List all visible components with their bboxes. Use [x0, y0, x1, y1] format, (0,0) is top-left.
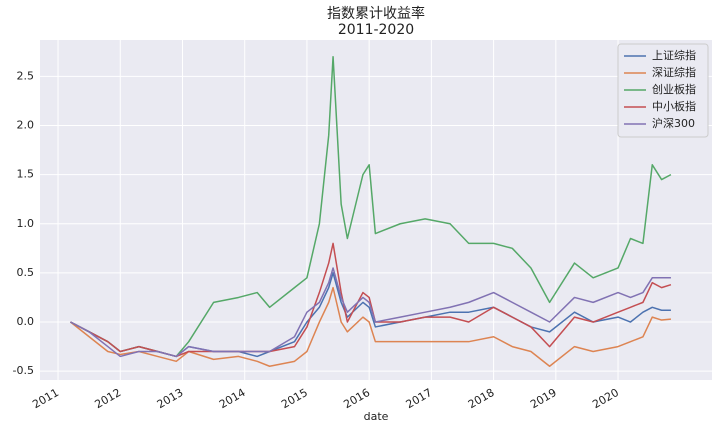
chart-subtitle: 2011-2020: [338, 22, 414, 38]
line: [70, 286, 672, 367]
x-tick-label: 2015: [279, 386, 310, 411]
plot-area: [40, 40, 712, 380]
x-axis-label: date: [364, 410, 389, 423]
x-tick-label: 2017: [404, 386, 435, 411]
y-tick-label: -0.5: [13, 364, 34, 377]
legend-label: 创业板指: [652, 82, 696, 96]
legend-label: 沪深300: [652, 116, 695, 130]
legend-box: [617, 43, 709, 138]
legend-label: 上证综指: [652, 48, 696, 62]
y-tick-label: 1.5: [17, 168, 35, 181]
x-tick-label: 2013: [155, 386, 186, 411]
line: [70, 267, 671, 358]
watermark: 知乎 @CuteHand: [530, 389, 696, 413]
y-tick-label: 2.5: [17, 69, 35, 82]
x-tick-label: 2012: [93, 386, 124, 411]
x-tick-label: 2018: [466, 386, 497, 411]
chart-title: 指数累计收益率: [327, 5, 425, 22]
y-tick-label: 2.0: [17, 118, 35, 131]
x-tick-label: 2016: [341, 386, 372, 411]
x-tick-label: 2014: [217, 386, 248, 411]
x-tick-label: 2011: [30, 386, 61, 411]
y-tick-label: 0.5: [17, 266, 35, 279]
legend-label: 深证综指: [652, 65, 696, 79]
y-tick-label: 1.0: [17, 217, 35, 230]
y-tick-label: 0.0: [17, 315, 35, 328]
legend-label: 中小板指: [652, 99, 696, 113]
